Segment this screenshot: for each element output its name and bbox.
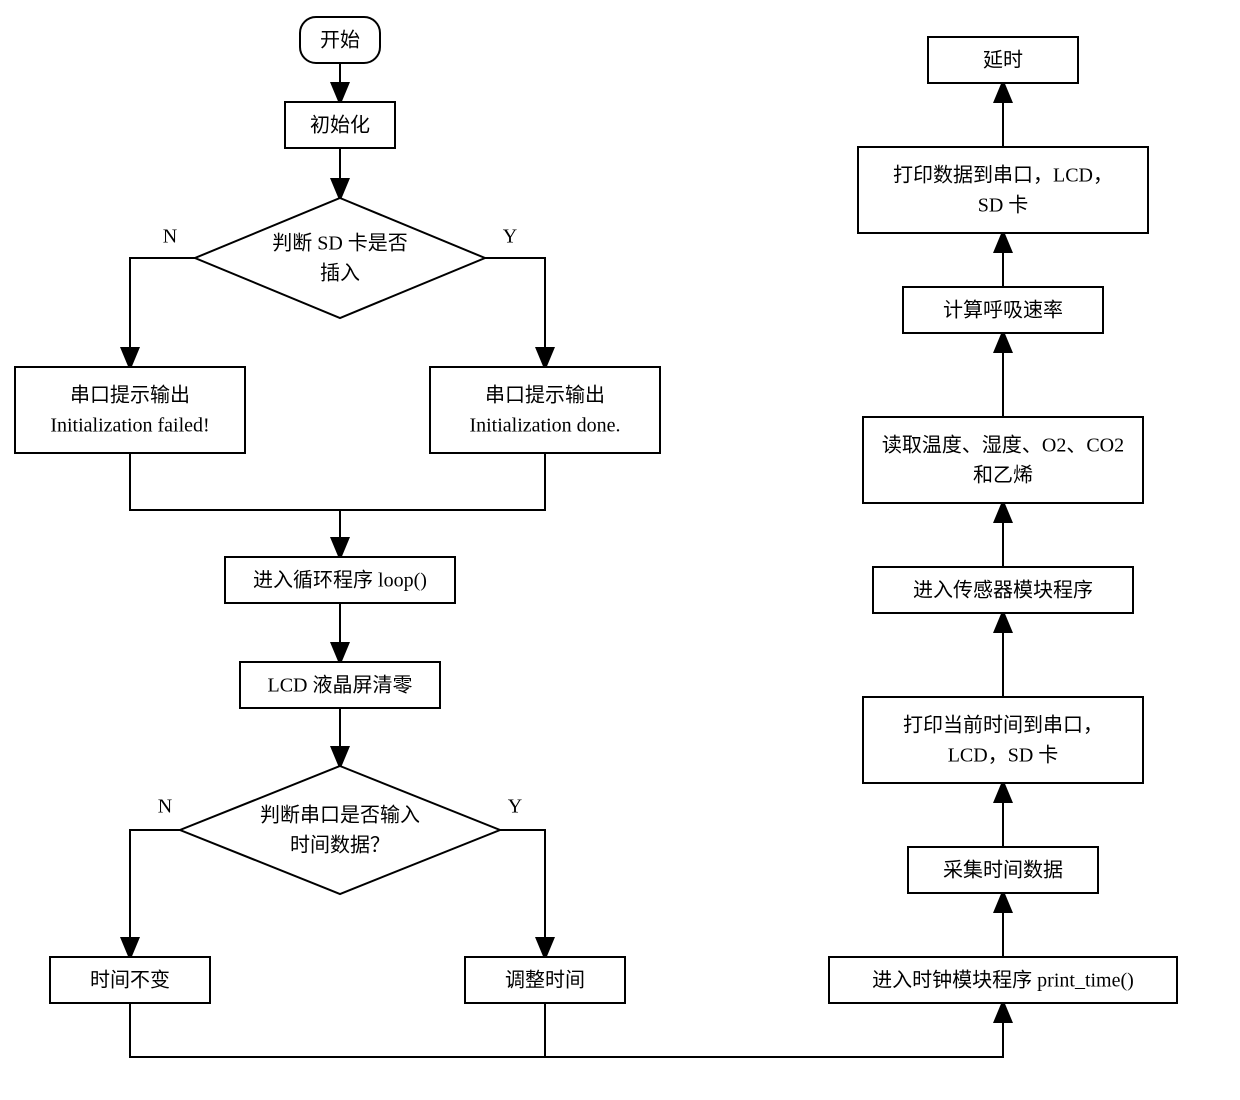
svg-text:LCD，SD 卡: LCD，SD 卡 (948, 744, 1059, 767)
node-init_fail (15, 367, 245, 453)
flowchart-canvas: 开始初始化判断 SD 卡是否插入串口提示输出 Initialization fai… (0, 0, 1240, 1100)
svg-text:读取温度、湿度、O2、CO2: 读取温度、湿度、O2、CO2 (882, 434, 1124, 457)
svg-text:Initialization failed!: Initialization failed! (50, 415, 209, 437)
edge-label-Y: Y (503, 226, 517, 248)
node-print_data (858, 147, 1148, 233)
svg-text:时间不变: 时间不变 (90, 969, 170, 992)
svg-text:Initialization done.: Initialization done. (469, 415, 620, 437)
node-init_done (430, 367, 660, 453)
svg-text:延时: 延时 (983, 49, 1023, 72)
svg-text:调整时间: 调整时间 (505, 969, 585, 992)
edge-label-N: N (158, 796, 172, 818)
node-read_sensors (863, 417, 1143, 503)
edge-bottom_merge-print_time (340, 1003, 1003, 1057)
svg-text:LCD 液晶屏清零: LCD 液晶屏清零 (268, 674, 413, 697)
edge-time_no-bottom_merge (130, 1003, 340, 1057)
node-time_decision (180, 766, 500, 894)
svg-text:打印数据到串口，LCD，: 打印数据到串口，LCD， (893, 164, 1113, 187)
edge-init_done-loop_merge (340, 453, 545, 510)
svg-text:判断串口是否输入: 判断串口是否输入 (260, 804, 420, 827)
svg-text:插入: 插入 (320, 262, 360, 285)
svg-text:串口提示输出: 串口提示输出 (70, 384, 190, 407)
svg-text:进入时钟模块程序 print_time(): 进入时钟模块程序 print_time() (872, 969, 1134, 992)
edge-time_decision-time_yes (500, 830, 545, 957)
svg-text:进入传感器模块程序: 进入传感器模块程序 (913, 579, 1093, 602)
svg-text:初始化: 初始化 (310, 114, 370, 137)
svg-text:计算呼吸速率: 计算呼吸速率 (943, 299, 1063, 322)
node-print_curtime (863, 697, 1143, 783)
node-sd_decision (195, 198, 485, 318)
edge-init_fail-loop_merge (130, 453, 340, 510)
edge-label-Y: Y (508, 796, 522, 818)
svg-text:SD 卡: SD 卡 (978, 194, 1029, 217)
edge-time_decision-time_no (130, 830, 180, 957)
svg-text:打印当前时间到串口，: 打印当前时间到串口， (903, 714, 1103, 737)
edge-time_yes-bottom_merge (340, 1003, 545, 1057)
svg-text:采集时间数据: 采集时间数据 (943, 859, 1063, 882)
edge-sd_decision-init_done (485, 258, 545, 367)
svg-text:和乙烯: 和乙烯 (973, 464, 1033, 487)
svg-text:开始: 开始 (320, 29, 360, 52)
edge-label-N: N (163, 226, 177, 248)
svg-text:进入循环程序 loop(): 进入循环程序 loop() (253, 569, 427, 592)
svg-text:判断 SD 卡是否: 判断 SD 卡是否 (272, 232, 408, 255)
edge-sd_decision-init_fail (130, 258, 195, 367)
svg-text:串口提示输出: 串口提示输出 (485, 384, 605, 407)
svg-text:时间数据？: 时间数据？ (290, 834, 390, 857)
